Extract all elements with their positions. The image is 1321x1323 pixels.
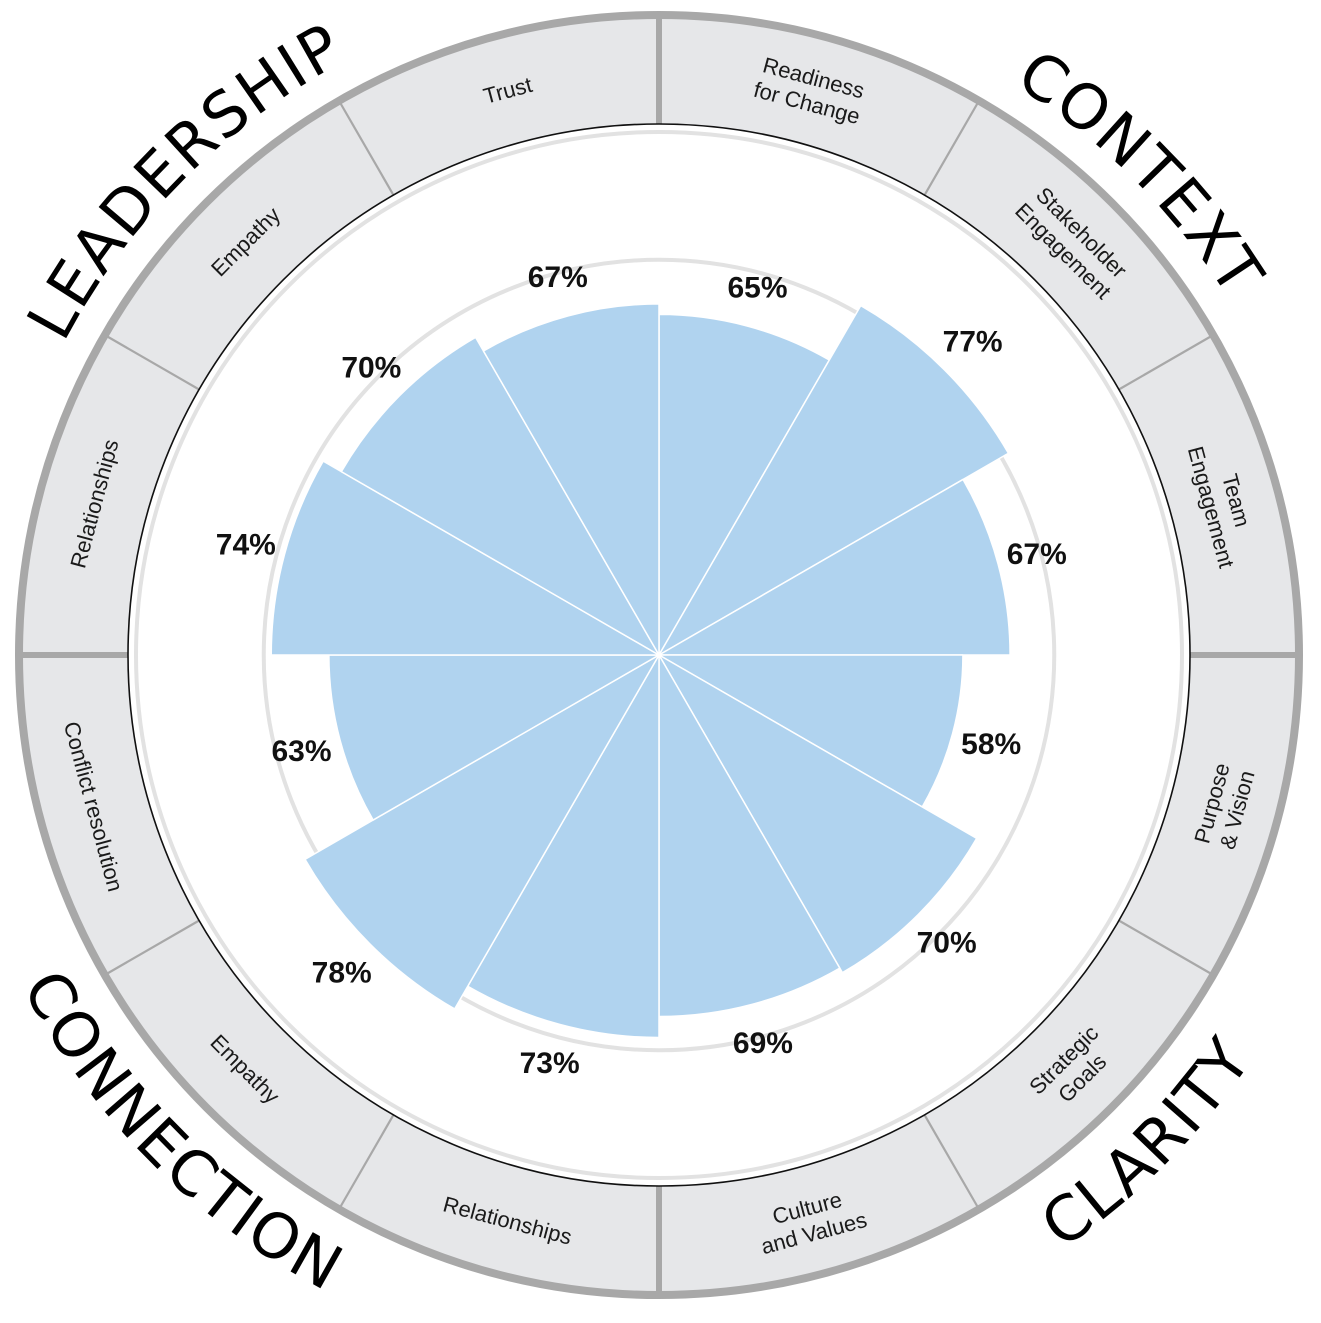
value-label: 73% [520, 1047, 580, 1080]
segment-divider [1118, 919, 1214, 976]
bars [270, 303, 1011, 1039]
value-label: 63% [271, 735, 331, 768]
bar-context-stakeholder-engagement [658, 304, 1010, 656]
bar-connection-relationships [466, 654, 660, 1039]
bar-leadership-relationships [270, 460, 660, 656]
bar-connection-empathy [304, 654, 660, 1010]
segment-divider [338, 100, 395, 196]
value-label: 67% [528, 261, 588, 294]
segment-divider [338, 1114, 395, 1210]
value-label: 77% [943, 325, 1003, 358]
segment-divider [104, 334, 200, 391]
gridline-75 [261, 257, 1057, 1053]
segment-divider [1118, 334, 1214, 391]
value-label: 70% [341, 351, 401, 384]
value-labels: 65% 77% 67% 58% 70% 69% 73% 78% 63% 74% 70% 67% [216, 261, 1067, 1080]
value-label: 78% [312, 956, 372, 989]
segment-divider [923, 100, 980, 196]
bar-leadership-empathy [340, 336, 660, 656]
bar-connection-conflict-resolution [328, 654, 660, 821]
bar-context-team-engagement [658, 478, 1011, 656]
bar-leadership-trust [482, 303, 660, 656]
value-label: 65% [727, 271, 787, 304]
bar-context-readiness-for-change [658, 313, 831, 656]
segment-divider [923, 1114, 980, 1210]
outer-gridline [134, 130, 1184, 1180]
bar-clarity-purpose-vision [658, 654, 964, 808]
value-label: 58% [961, 728, 1021, 761]
value-label: 74% [216, 528, 276, 561]
bar-clarity-strategic-goals [658, 654, 978, 974]
value-label: 67% [1007, 538, 1067, 571]
gridlines [134, 130, 1184, 1180]
segment-divider [104, 919, 200, 976]
bar-clarity-culture-and-values [658, 654, 841, 1018]
value-label: 70% [917, 927, 977, 960]
value-label: 69% [733, 1027, 793, 1060]
